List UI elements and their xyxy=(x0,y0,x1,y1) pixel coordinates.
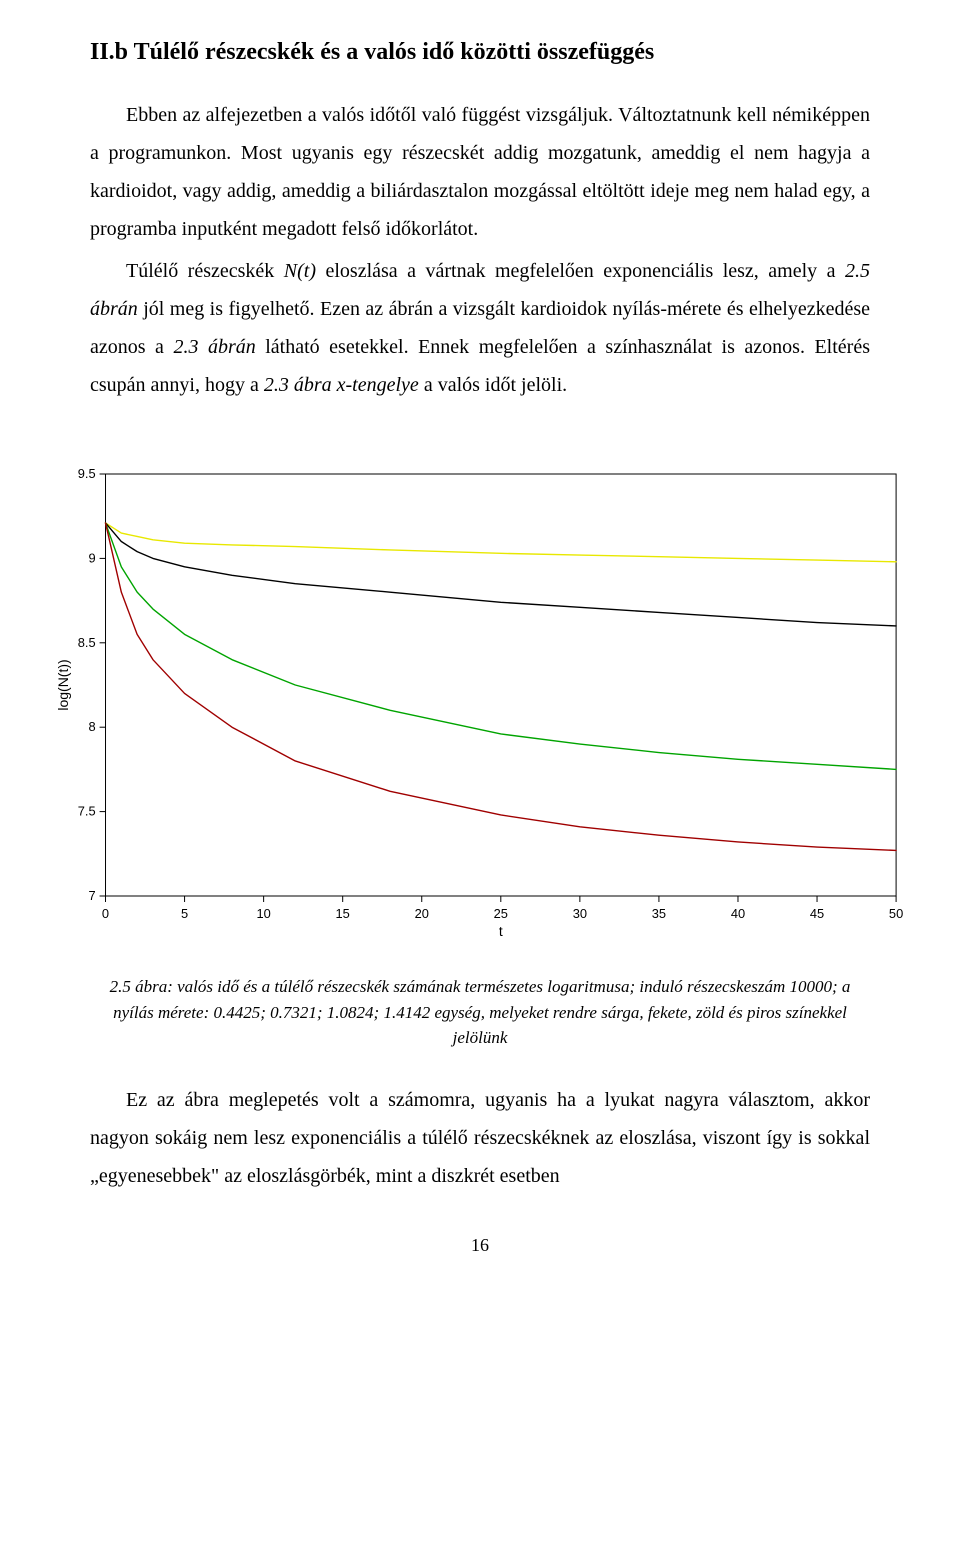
fig-ref-2-3-x: 2.3 ábra x-tengelye xyxy=(264,374,419,396)
svg-text:50: 50 xyxy=(889,906,903,921)
svg-text:t: t xyxy=(499,923,503,939)
svg-text:45: 45 xyxy=(810,906,824,921)
svg-text:40: 40 xyxy=(731,906,745,921)
nt-symbol: N(t) xyxy=(284,260,316,282)
survival-chart: 0 5 10 15 20 25 30 35 40 45 50 7 7.5 8 8.5 9 9.5 t log(N(t… xyxy=(54,464,906,944)
svg-text:7.5: 7.5 xyxy=(78,804,96,819)
svg-text:25: 25 xyxy=(494,906,508,921)
svg-text:10: 10 xyxy=(256,906,270,921)
svg-text:8: 8 xyxy=(88,720,95,735)
svg-text:15: 15 xyxy=(336,906,350,921)
document-page: II.b Túlélő részecskék és a valós idő kö… xyxy=(0,0,960,1296)
svg-text:9.5: 9.5 xyxy=(78,466,96,481)
section-heading: II.b Túlélő részecskék és a valós idő kö… xyxy=(90,36,870,68)
figure-caption: 2.5 ábra: valós idő és a túlélő részecsk… xyxy=(90,974,870,1051)
svg-text:20: 20 xyxy=(415,906,429,921)
p2-text: Túlélő részecskék xyxy=(126,260,284,282)
svg-text:0: 0 xyxy=(102,906,109,921)
fig-ref-2-3: 2.3 ábrán xyxy=(173,336,255,358)
svg-text:35: 35 xyxy=(652,906,666,921)
svg-text:8.5: 8.5 xyxy=(78,635,96,650)
page-number: 16 xyxy=(90,1235,870,1256)
paragraph-3: Ez az ábra meglepetés volt a számomra, u… xyxy=(90,1081,870,1195)
paragraph-1: Ebben az alfejezetben a valós időtől val… xyxy=(90,96,870,248)
svg-text:log(N(t)): log(N(t)) xyxy=(55,660,71,711)
svg-text:7: 7 xyxy=(88,888,95,903)
svg-text:30: 30 xyxy=(573,906,587,921)
paragraph-2: Túlélő részecskék N(t) eloszlása a vártn… xyxy=(90,252,870,404)
svg-text:9: 9 xyxy=(88,551,95,566)
p2-text: a valós időt jelöli. xyxy=(419,374,567,396)
p2-text: eloszlása a vártnak megfelelően exponenc… xyxy=(316,260,845,282)
svg-text:5: 5 xyxy=(181,906,188,921)
